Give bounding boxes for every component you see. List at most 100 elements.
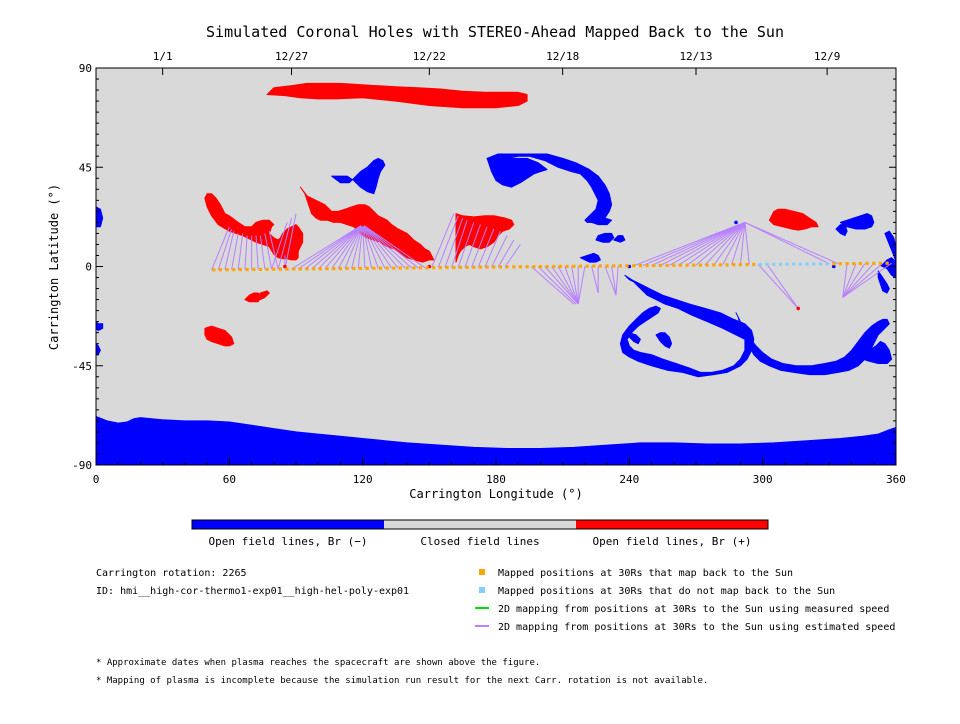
legend-swatch	[479, 569, 485, 575]
mapped-position-marker	[505, 265, 509, 269]
mapped-position-marker	[605, 264, 609, 268]
mapping-line	[739, 222, 746, 265]
mapping-line	[362, 224, 366, 269]
mapped-position-marker	[585, 264, 589, 268]
mapping-line	[444, 217, 464, 268]
mapping-line	[497, 239, 515, 268]
unmapped-position-marker	[825, 262, 829, 266]
mapping-line	[311, 224, 364, 270]
mapping-line	[362, 224, 426, 269]
mapping-line	[437, 215, 459, 268]
mapping-line	[357, 224, 364, 269]
negative-open-region	[613, 235, 626, 243]
mapped-position-marker	[678, 263, 682, 267]
mapping-line	[237, 233, 244, 270]
mapping-line	[695, 222, 746, 266]
x-axis-label: Carrington Longitude (°)	[409, 487, 582, 501]
mapped-position-marker	[865, 261, 869, 265]
mapped-position-marker	[618, 264, 622, 268]
legend-label: 2D mapping from positions at 30Rs to the…	[498, 622, 895, 633]
mapping-line	[766, 264, 799, 309]
mapped-position-marker	[638, 264, 642, 268]
note-dates: * Approximate dates when plasma reaches …	[96, 658, 540, 668]
mapped-position-marker	[518, 265, 522, 269]
mapping-line	[259, 235, 266, 270]
negative-open-region	[591, 217, 613, 226]
unmapped-position-marker	[792, 262, 796, 266]
mapping-line	[704, 222, 746, 266]
mapped-position-marker	[665, 263, 669, 267]
mapping-line	[362, 224, 399, 269]
mapped-position-marker	[272, 267, 276, 271]
positive-open-region	[204, 325, 235, 347]
mapping-line	[491, 235, 508, 268]
mapping-line	[362, 224, 386, 269]
mapped-position-marker	[245, 267, 249, 272]
mapping-line	[244, 235, 248, 270]
mapped-position-marker	[392, 266, 396, 270]
unmapped-position-marker	[765, 262, 769, 266]
mapping-line	[557, 266, 579, 305]
y-axis-label: Carrington Latitude (°)	[47, 184, 61, 350]
mapping-line	[277, 217, 293, 270]
unmapped-position-marker	[812, 262, 816, 266]
mapping-line	[224, 231, 235, 270]
mapped-position-marker	[725, 263, 729, 267]
mapping-line	[362, 224, 406, 269]
mapping-line	[537, 266, 577, 305]
mapped-position-marker	[685, 263, 689, 267]
mapped-position-marker	[498, 265, 502, 269]
mapping-line	[551, 266, 579, 305]
mapped-position-marker	[565, 264, 569, 268]
unmapped-position-marker	[772, 262, 776, 266]
mapped-position-marker	[712, 263, 716, 267]
mapping-line	[331, 224, 364, 269]
footprint-marker	[283, 264, 287, 269]
mapping-line	[713, 222, 746, 266]
mapping-line	[686, 221, 746, 266]
mapping-lines	[211, 213, 892, 309]
mapped-position-marker	[592, 264, 596, 268]
y-tick-label: 90	[79, 62, 92, 75]
mapping-line	[604, 265, 617, 296]
mapped-position-marker	[425, 266, 429, 270]
date-tick-label: 12/27	[275, 50, 308, 63]
y-tick-label: 45	[79, 161, 92, 174]
colorbar-negative	[192, 520, 384, 529]
date-tick-label: 1/1	[153, 50, 173, 63]
mapped-position-marker	[838, 262, 842, 266]
x-tick-label: 60	[223, 473, 236, 486]
unmapped-position-marker	[778, 262, 782, 266]
mapped-position-marker	[265, 267, 269, 271]
colorbar-label-closed: Closed field lines	[420, 535, 539, 548]
mapped-position-marker	[872, 261, 876, 265]
mapped-position-marker	[438, 266, 442, 270]
y-tick-labels: -90 -45 0 45 90	[72, 62, 92, 472]
negative-open-region	[879, 257, 896, 278]
mapped-position-marker	[852, 262, 856, 266]
negative-open-region	[331, 157, 386, 195]
mapping-line	[231, 233, 239, 270]
mapped-position-marker	[658, 263, 662, 267]
spacecraft-track	[212, 261, 889, 272]
unmapped-position-marker	[785, 262, 789, 266]
negative-open-region	[486, 157, 548, 188]
negative-open-region	[626, 332, 641, 345]
mapped-position-marker	[738, 263, 742, 267]
negative-open-region	[862, 341, 893, 364]
mapped-position-marker	[598, 264, 602, 268]
mapped-position-marker	[878, 261, 882, 265]
x-tick-label: 0	[93, 473, 100, 486]
colorbar: Open field lines, Br (−) Closed field li…	[191, 519, 769, 548]
mapping-line	[284, 213, 297, 270]
mapping-line	[571, 266, 579, 305]
x-tick-labels: 0 60 120 180 240 300 360	[93, 473, 906, 486]
y-tick-label: -90	[72, 459, 92, 472]
mapped-position-marker	[625, 264, 629, 268]
mapped-position-marker	[432, 266, 436, 270]
mapped-position-marker	[258, 267, 262, 271]
mapped-position-marker	[412, 266, 416, 270]
mapped-position-marker	[358, 266, 362, 270]
x-tick-label: 180	[486, 473, 506, 486]
mapped-position-marker	[558, 264, 562, 268]
